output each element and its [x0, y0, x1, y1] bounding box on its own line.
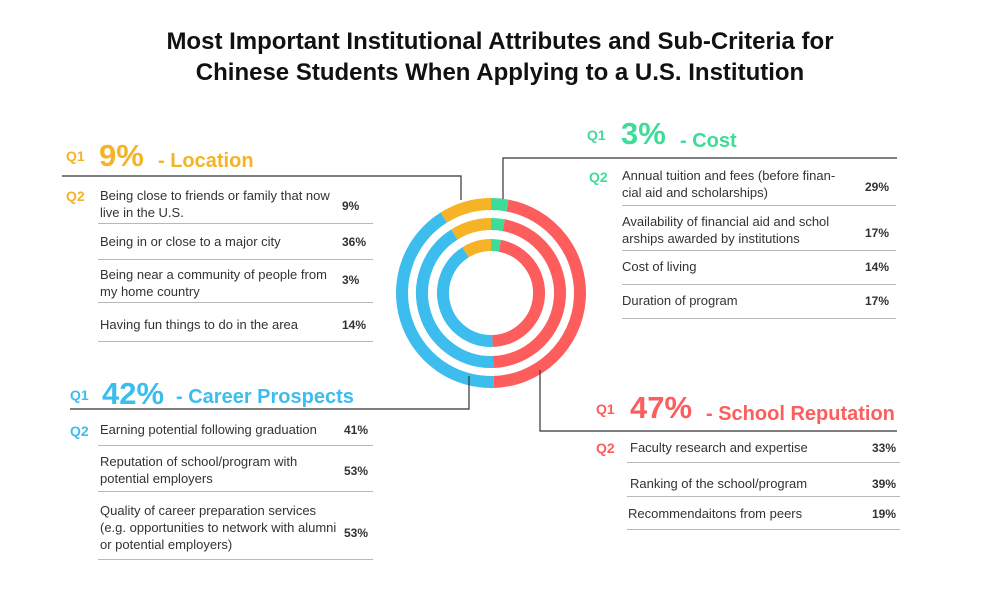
chart-title-line-1: Most Important Institutional Attributes …: [166, 28, 834, 55]
location-divider-2: [98, 259, 373, 260]
connector-cost: [502, 157, 897, 199]
location-item-1-value: 9%: [342, 199, 360, 213]
ring-3-segment-reputation: [492, 239, 546, 347]
ring-1-segment-reputation: [493, 199, 586, 388]
ring-3-segment-location: [462, 239, 492, 258]
location-divider-1: [98, 223, 373, 224]
q1-label-cost: Q1: [587, 127, 606, 143]
cost-item-3-label: Cost of living: [622, 259, 697, 274]
location-item-3-value: 3%: [342, 273, 360, 287]
q1-label-location: Q1: [66, 148, 85, 164]
reputation-divider-1: [627, 462, 900, 463]
cost-name: - Cost: [680, 130, 737, 152]
location-divider-3: [98, 302, 373, 303]
reputation-item-1-value: 33%: [872, 441, 897, 455]
location-item-3-label: Being near a community of people from my…: [100, 267, 327, 299]
connector-reputation: [539, 370, 897, 432]
cost-divider-2: [622, 250, 896, 251]
ring-2-segment-location: [451, 218, 492, 240]
cost-item-4-label: Duration of program: [622, 293, 738, 308]
q1-label-reputation: Q1: [596, 401, 615, 417]
chart-title-line-2: Chinese Students When Applying to a U.S.…: [195, 59, 805, 86]
connector-lines: [62, 157, 897, 432]
ring-1-segment-cost: [490, 198, 509, 212]
connector-location: [62, 175, 462, 200]
ring-2-segment-career: [416, 229, 494, 368]
ring-2-segment-reputation: [492, 219, 566, 368]
career-percent: 42%: [102, 376, 165, 411]
cost-item-3-value: 14%: [865, 260, 890, 274]
ring-1-segment-location: [440, 198, 492, 223]
location-item-1-label: Being close to friends or family that no…: [100, 188, 330, 220]
cost-item-1-value: 29%: [865, 180, 890, 194]
location-item-2-label: Being in or close to a major city: [100, 234, 281, 249]
location-percent: 9%: [99, 138, 144, 173]
career-divider-3: [98, 559, 373, 560]
q2-label-career: Q2: [70, 423, 89, 439]
ring-2-segment-cost: [490, 218, 505, 232]
reputation-item-3-label: Recommendaitons from peers: [628, 506, 803, 521]
career-name: - Career Prospects: [176, 386, 354, 408]
q2-label-reputation: Q2: [596, 440, 615, 456]
cost-divider-1: [622, 205, 896, 206]
ring-group: [396, 198, 586, 388]
career-item-2-label: Reputation of school/program with potent…: [100, 454, 298, 486]
reputation-item-2-label: Ranking of the school/program: [630, 476, 808, 491]
q1-label-career: Q1: [70, 387, 89, 403]
career-item-1-label: Earning potential following graduation: [100, 422, 317, 437]
cost-percent: 3%: [621, 116, 666, 151]
career-item-3-label: Quality of career preparation services (…: [100, 503, 337, 552]
location-item-4-value: 14%: [342, 318, 367, 332]
career-item-1-value: 41%: [344, 423, 369, 437]
location-name: - Location: [158, 150, 254, 172]
career-divider-2: [98, 491, 373, 492]
cost-item-1-label: Annual tuition and fees (before finan-ci…: [622, 168, 836, 200]
cost-divider-4: [622, 318, 896, 319]
career-item-2-value: 53%: [344, 464, 369, 478]
connector-career: [70, 376, 470, 410]
reputation-item-1-label: Faculty research and expertise: [630, 440, 808, 455]
q2-label-location: Q2: [66, 188, 85, 204]
reputation-divider-2: [627, 496, 900, 497]
location-divider-4: [98, 341, 373, 342]
career-item-3-value: 53%: [344, 526, 369, 540]
ring-1-segment-career: [396, 212, 494, 388]
q2-label-cost: Q2: [589, 169, 608, 185]
cost-item-2-label: Availability of financial aid and schol …: [622, 214, 830, 246]
cost-item-2-value: 17%: [865, 226, 890, 240]
reputation-item-3-value: 19%: [872, 507, 897, 521]
reputation-divider-3: [627, 529, 900, 530]
ring-3-segment-cost: [490, 238, 502, 252]
career-divider-1: [98, 445, 373, 446]
cost-divider-3: [622, 284, 896, 285]
cost-item-4-value: 17%: [865, 294, 890, 308]
reputation-name: - School Reputation: [706, 403, 895, 425]
ring-3-segment-career: [437, 247, 493, 347]
reputation-percent: 47%: [630, 390, 693, 425]
location-item-4-label: Having fun things to do in the area: [100, 317, 299, 332]
location-item-2-value: 36%: [342, 235, 367, 249]
reputation-item-2-value: 39%: [872, 477, 897, 491]
